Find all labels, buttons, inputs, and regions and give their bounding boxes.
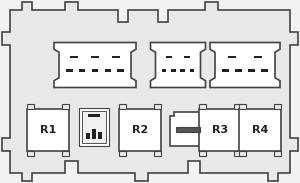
Bar	[239, 104, 246, 109]
Polygon shape	[2, 2, 298, 181]
Bar	[154, 151, 161, 156]
Bar	[27, 104, 34, 109]
Bar	[66, 69, 73, 72]
Bar	[82, 111, 106, 143]
Bar	[171, 69, 176, 72]
Bar	[239, 151, 246, 156]
Bar	[98, 132, 102, 139]
Bar	[222, 69, 229, 72]
Bar	[176, 126, 200, 132]
Bar	[166, 56, 172, 58]
Bar	[154, 104, 161, 109]
Polygon shape	[210, 42, 280, 87]
Bar	[180, 69, 185, 72]
Bar	[27, 151, 34, 156]
Bar	[239, 109, 281, 151]
Bar	[184, 56, 190, 58]
Bar	[112, 56, 120, 58]
Bar	[162, 69, 167, 72]
Bar	[190, 69, 194, 72]
Bar	[92, 129, 96, 139]
Bar	[70, 56, 77, 58]
Bar	[248, 69, 255, 72]
Text: R3: R3	[212, 125, 228, 135]
Text: R4: R4	[252, 125, 268, 135]
Bar	[235, 69, 242, 72]
Polygon shape	[54, 42, 136, 87]
Bar	[79, 108, 109, 146]
Bar	[254, 56, 262, 58]
Text: R1: R1	[40, 125, 56, 135]
Bar	[91, 56, 99, 58]
Bar	[105, 69, 111, 72]
Bar	[117, 69, 124, 72]
Polygon shape	[151, 42, 206, 87]
Text: R2: R2	[132, 125, 148, 135]
Bar	[228, 56, 236, 58]
Bar	[199, 104, 206, 109]
Bar	[79, 69, 86, 72]
Bar	[199, 151, 206, 156]
Bar	[92, 69, 98, 72]
Bar	[261, 69, 268, 72]
Bar	[199, 109, 241, 151]
Bar	[119, 151, 126, 156]
Bar	[62, 104, 69, 109]
Bar	[119, 109, 161, 151]
Polygon shape	[170, 112, 206, 146]
Bar	[234, 104, 241, 109]
Bar	[274, 151, 281, 156]
Bar	[27, 109, 69, 151]
Bar	[86, 133, 90, 139]
Bar	[234, 151, 241, 156]
Bar	[88, 114, 100, 117]
Bar	[62, 151, 69, 156]
Bar	[274, 104, 281, 109]
Bar	[119, 104, 126, 109]
